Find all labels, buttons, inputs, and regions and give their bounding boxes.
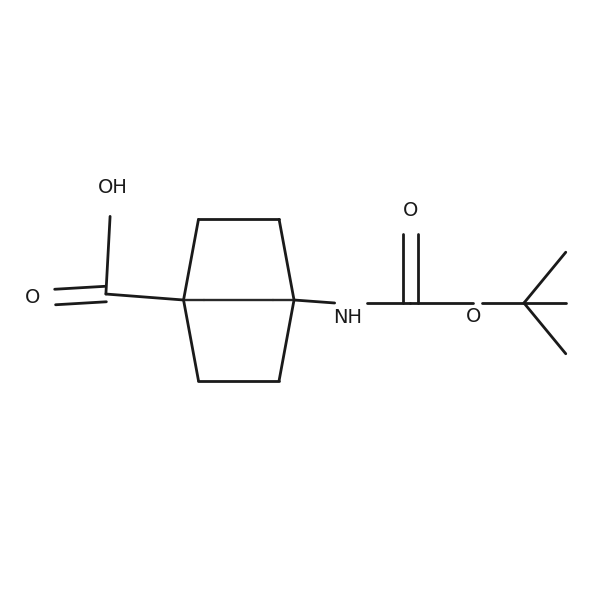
Text: O: O <box>403 201 418 220</box>
Text: O: O <box>466 307 481 326</box>
Text: O: O <box>25 287 40 307</box>
Text: NH: NH <box>333 308 362 328</box>
Text: OH: OH <box>98 178 128 197</box>
